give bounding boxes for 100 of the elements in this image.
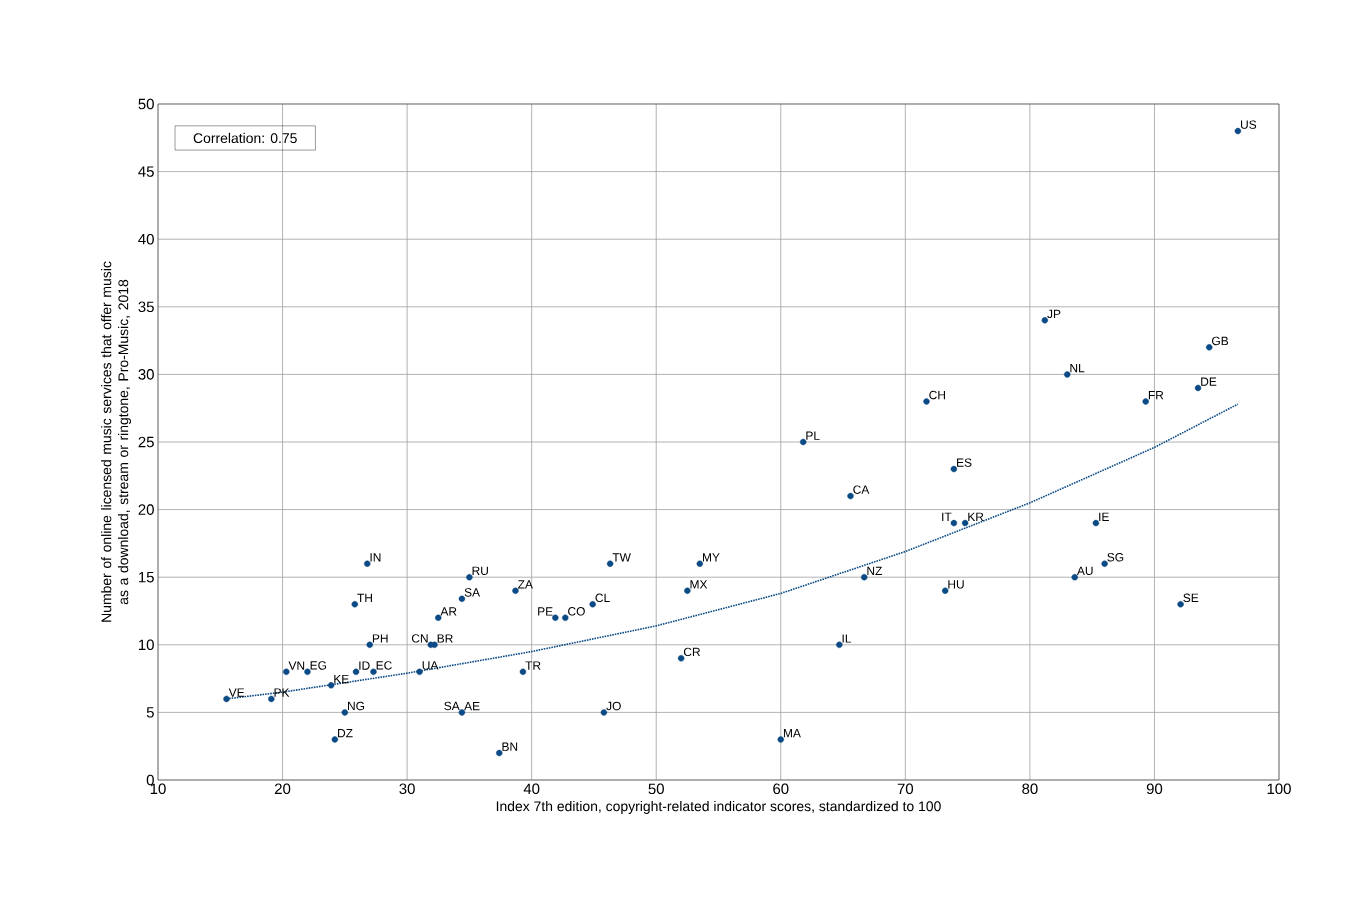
x-tick-label: 20: [274, 783, 291, 795]
x-tick-label: 50: [648, 783, 664, 795]
annotation: AE: [464, 701, 480, 711]
point: [836, 641, 843, 648]
point: [458, 595, 466, 603]
point: [370, 668, 377, 676]
annotation: SE: [1183, 593, 1199, 603]
point: [961, 519, 969, 527]
point: [304, 668, 311, 676]
point: [1071, 574, 1078, 581]
annotation: CL: [595, 593, 610, 603]
point: [552, 614, 559, 621]
point: [1206, 344, 1213, 351]
annotation: EG: [310, 661, 327, 670]
point: [923, 398, 930, 405]
annotation: RU: [472, 566, 488, 575]
point: [1041, 317, 1049, 324]
point: [950, 519, 958, 527]
y-tick-label: 40: [138, 233, 154, 245]
y-tick-label: 20: [138, 504, 154, 515]
point: [416, 668, 423, 676]
point: [600, 709, 608, 716]
annotation: CN: [411, 634, 428, 643]
annotation: PK: [274, 688, 290, 697]
point: [519, 668, 527, 676]
y-tick-label: 45: [138, 166, 154, 177]
point: [1092, 519, 1100, 527]
point: [941, 587, 949, 594]
annotation: CH: [929, 390, 945, 400]
point: [1064, 371, 1071, 378]
annotation: IL: [842, 634, 852, 643]
annotation: JO: [606, 701, 621, 711]
point: [589, 601, 596, 608]
annotation: GB: [1212, 336, 1229, 346]
annotation: US: [1241, 120, 1257, 129]
annotation: FR: [1148, 391, 1164, 400]
annotation: VN: [288, 661, 305, 670]
annotation: UA: [422, 661, 439, 670]
point: [268, 695, 275, 703]
point: [327, 682, 335, 689]
annotation: IN: [370, 553, 381, 562]
y-tick-label: 15: [139, 571, 154, 583]
annotation: TH: [357, 593, 372, 603]
annotation: PL: [806, 431, 820, 440]
point: [1234, 127, 1242, 135]
point: [950, 465, 958, 473]
annotation: KR: [968, 512, 984, 521]
y-axis-title: Number of online licensed music services that offer music as a download, stream or ringtone, Pro-Music, 2018: [101, 261, 132, 622]
point: [364, 560, 371, 567]
x-tick-label: 40: [523, 783, 540, 795]
point: [677, 655, 685, 662]
point: [562, 614, 569, 621]
point: [606, 560, 614, 567]
annotation: NG: [348, 701, 365, 711]
point: [466, 574, 473, 581]
point: [341, 709, 349, 716]
point: [1194, 384, 1202, 392]
annotation: NL: [1070, 363, 1085, 373]
x-tick-label: 80: [1022, 783, 1038, 795]
annotation: VE: [228, 688, 245, 697]
annotation: MX: [690, 580, 708, 589]
annotation: SG: [1107, 553, 1124, 562]
annotation: Correlation: 0.75: [193, 132, 297, 144]
annotation: SA: [444, 701, 460, 711]
y-tick-label: 10: [139, 639, 154, 651]
point: [684, 587, 691, 594]
annotation: PH: [372, 634, 388, 643]
annotation: TW: [612, 553, 631, 562]
annotation: PE: [538, 607, 553, 616]
annotation: MA: [783, 729, 801, 738]
point: [283, 668, 290, 676]
annotation: CO: [568, 607, 585, 616]
annotation: ES: [957, 458, 972, 467]
annotation: JP: [1047, 309, 1061, 319]
annotation: NZ: [867, 566, 882, 576]
annotation: EC: [376, 661, 392, 670]
annotation: ZA: [518, 580, 533, 589]
annotation: ID: [359, 661, 370, 670]
annotation: KE: [334, 674, 349, 684]
point: [496, 749, 503, 757]
point: [1177, 601, 1184, 608]
annotation: TR: [525, 661, 541, 670]
y-tick-label: 35: [138, 301, 154, 313]
annotation: IT: [942, 512, 952, 521]
annotation: IE: [1099, 512, 1109, 521]
x-tick-label: 90: [1146, 783, 1163, 795]
annotation: DZ: [338, 729, 353, 738]
point: [223, 695, 230, 703]
annotation: HU: [948, 580, 964, 589]
point: [777, 736, 784, 743]
y-tick-label: 25: [138, 436, 154, 448]
point: [1142, 398, 1149, 405]
annotation: MY: [702, 553, 720, 562]
annotation: CR: [683, 647, 701, 657]
y-tick-label: 5: [146, 707, 154, 718]
x-axis-title: Index 7th edition, copyright-related indicator scores, standardized to 100: [496, 800, 941, 814]
point: [1101, 560, 1108, 567]
x-tick-label: 100: [1267, 783, 1291, 795]
y-tick-label: 50: [138, 98, 154, 110]
point: [799, 438, 807, 446]
